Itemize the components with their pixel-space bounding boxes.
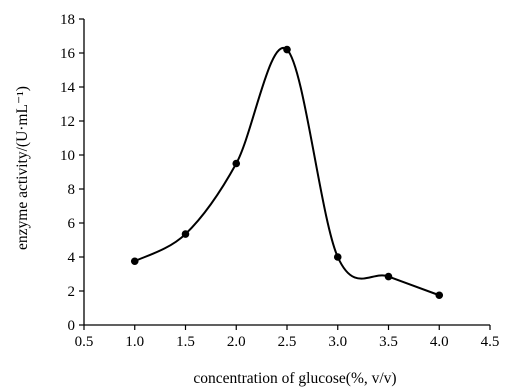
y-tick-label: 8 xyxy=(68,182,76,198)
x-tick-label: 3.0 xyxy=(328,334,347,350)
data-point xyxy=(384,272,393,281)
series-curve xyxy=(134,46,440,297)
x-tick-label: 2.0 xyxy=(227,334,246,350)
data-point xyxy=(181,230,190,238)
data-points xyxy=(130,45,444,300)
data-point xyxy=(232,159,241,168)
x-tick-label: 2.5 xyxy=(278,334,297,350)
x-tick-label: 1.0 xyxy=(125,334,144,350)
y-tick-label: 6 xyxy=(68,216,76,232)
y-axis-title: enzyme activity/(U·mL⁻¹) xyxy=(14,86,31,250)
x-tick-label: 3.5 xyxy=(379,334,398,350)
x-tick-label: 4.0 xyxy=(430,334,449,350)
data-point xyxy=(333,253,342,261)
data-point xyxy=(130,257,139,266)
y-tick-label: 4 xyxy=(68,250,76,266)
x-tick-label: 1.5 xyxy=(176,334,195,350)
data-point xyxy=(435,291,444,300)
data-point xyxy=(283,45,291,54)
y-ticks: 0 2 4 6 8 10 12 14 16 18 xyxy=(60,12,84,334)
y-tick-label: 10 xyxy=(60,148,75,164)
x-axis-title: concentration of glucose(%, v/v) xyxy=(193,370,396,387)
y-tick-label: 0 xyxy=(68,318,76,334)
y-tick-label: 2 xyxy=(68,284,76,300)
x-tick-label: 4.5 xyxy=(481,334,500,350)
y-tick-label: 12 xyxy=(60,114,75,130)
x-ticks: 0.5 1.0 1.5 2.0 2.5 3.0 3.5 4.0 4.5 xyxy=(75,325,500,350)
y-tick-label: 16 xyxy=(60,46,76,62)
axes xyxy=(83,19,490,326)
x-tick-label: 0.5 xyxy=(75,334,94,350)
y-tick-label: 14 xyxy=(60,80,76,96)
y-tick-label: 18 xyxy=(60,12,75,28)
